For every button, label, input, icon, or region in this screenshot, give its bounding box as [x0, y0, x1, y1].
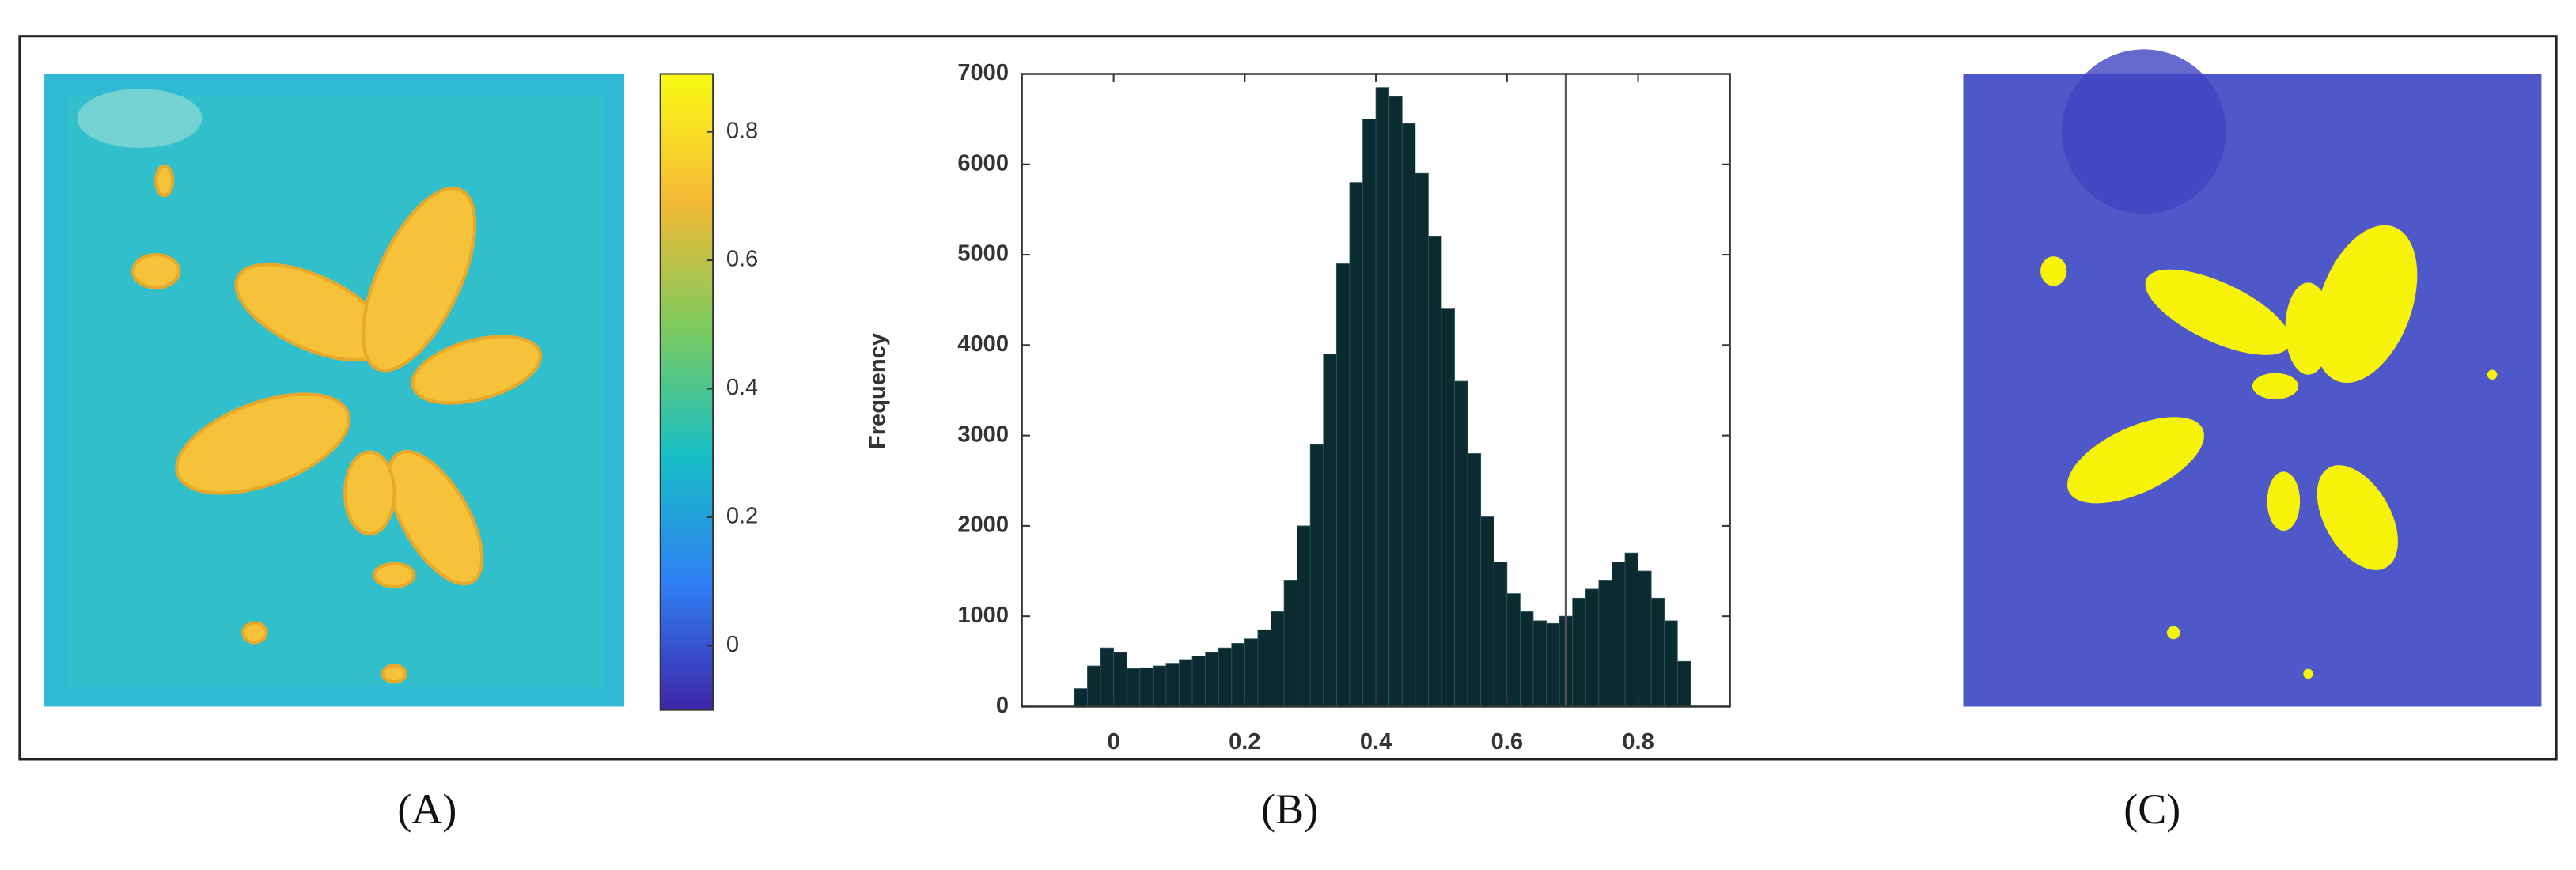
- histogram-bar: [1624, 552, 1638, 707]
- histogram-bar: [1401, 123, 1416, 707]
- histogram-bar: [1271, 611, 1285, 707]
- histogram-bar: [1388, 96, 1403, 707]
- y-tick-label: 5000: [957, 241, 1009, 267]
- y-tick-label: 4000: [957, 331, 1009, 357]
- histogram-bar: [1519, 611, 1534, 707]
- histogram-bar: [1205, 652, 1219, 707]
- histogram-bar: [1231, 643, 1245, 707]
- histogram-bar: [1480, 516, 1494, 707]
- histogram-bar: [1309, 444, 1324, 707]
- y-axis-label: Frequency: [866, 332, 891, 449]
- histogram-bar: [1218, 647, 1233, 707]
- ndvi-image: [44, 74, 625, 707]
- histogram-bar: [1297, 525, 1311, 707]
- panel-caption: (A): [397, 785, 456, 833]
- histogram-bar: [1650, 597, 1665, 707]
- histogram-bar: [1585, 588, 1600, 707]
- histogram-bar: [1362, 119, 1377, 707]
- histogram-bar: [1087, 665, 1101, 707]
- histogram-bar: [1323, 354, 1337, 707]
- x-tick-label: 0: [1108, 729, 1120, 755]
- histogram-bar: [1598, 580, 1612, 707]
- colorbar-tick-label: 0.8: [726, 118, 758, 143]
- y-tick-label: 1000: [957, 603, 1009, 628]
- histogram-bar: [1165, 663, 1180, 707]
- colorbar-tick-label: 0.4: [726, 375, 758, 400]
- histogram-bar: [1467, 453, 1482, 707]
- histogram-bar: [1572, 597, 1586, 707]
- x-tick-label: 0.6: [1491, 729, 1523, 755]
- histogram-bar: [1532, 620, 1547, 707]
- histogram-bar: [1454, 380, 1468, 707]
- colorbar-tick-label: 0.6: [726, 247, 758, 272]
- histogram-bar: [1676, 660, 1691, 707]
- histogram-bar: [1427, 236, 1442, 707]
- panel-caption: (B): [1261, 785, 1318, 833]
- figure-frame: [18, 35, 2558, 761]
- histogram-bar: [1506, 593, 1521, 707]
- histogram-bar: [1493, 562, 1508, 707]
- histogram-bar: [1283, 580, 1298, 707]
- x-tick-label: 0.8: [1622, 729, 1654, 755]
- histogram-bar: [1244, 638, 1259, 707]
- y-tick-label: 0: [996, 693, 1009, 718]
- histogram-bar: [1113, 652, 1127, 707]
- histogram-bar: [1441, 308, 1455, 707]
- y-tick-label: 3000: [957, 422, 1009, 447]
- histogram-bar: [1100, 647, 1115, 707]
- histogram-bar: [1375, 87, 1390, 707]
- histogram-bar: [1664, 620, 1678, 707]
- x-tick-label: 0.4: [1360, 729, 1392, 755]
- colorbar: [659, 73, 714, 711]
- histogram-bar: [1126, 668, 1141, 707]
- colorbar-tick-label: 0: [726, 632, 739, 657]
- histogram-bar: [1074, 688, 1088, 707]
- panel-caption: (C): [2123, 785, 2180, 833]
- histogram-bar: [1179, 659, 1193, 707]
- mask-image: [1963, 49, 2542, 707]
- histogram-bar: [1415, 172, 1429, 707]
- histogram-bar: [1152, 665, 1167, 707]
- histogram-bar: [1191, 656, 1207, 707]
- histogram-bar: [1349, 182, 1363, 707]
- y-tick-label: 7000: [957, 60, 1009, 85]
- histogram-bar: [1335, 263, 1351, 707]
- x-tick-label: 0.2: [1229, 729, 1260, 755]
- y-tick-label: 6000: [957, 150, 1009, 176]
- histogram-bar: [1546, 622, 1560, 707]
- colorbar-tick-label: 0.2: [726, 504, 758, 529]
- histogram-bar: [1139, 667, 1154, 707]
- histogram-bar: [1257, 629, 1271, 707]
- histogram-bar: [1612, 562, 1626, 707]
- y-tick-label: 2000: [957, 513, 1009, 538]
- histogram-bar: [1638, 570, 1652, 707]
